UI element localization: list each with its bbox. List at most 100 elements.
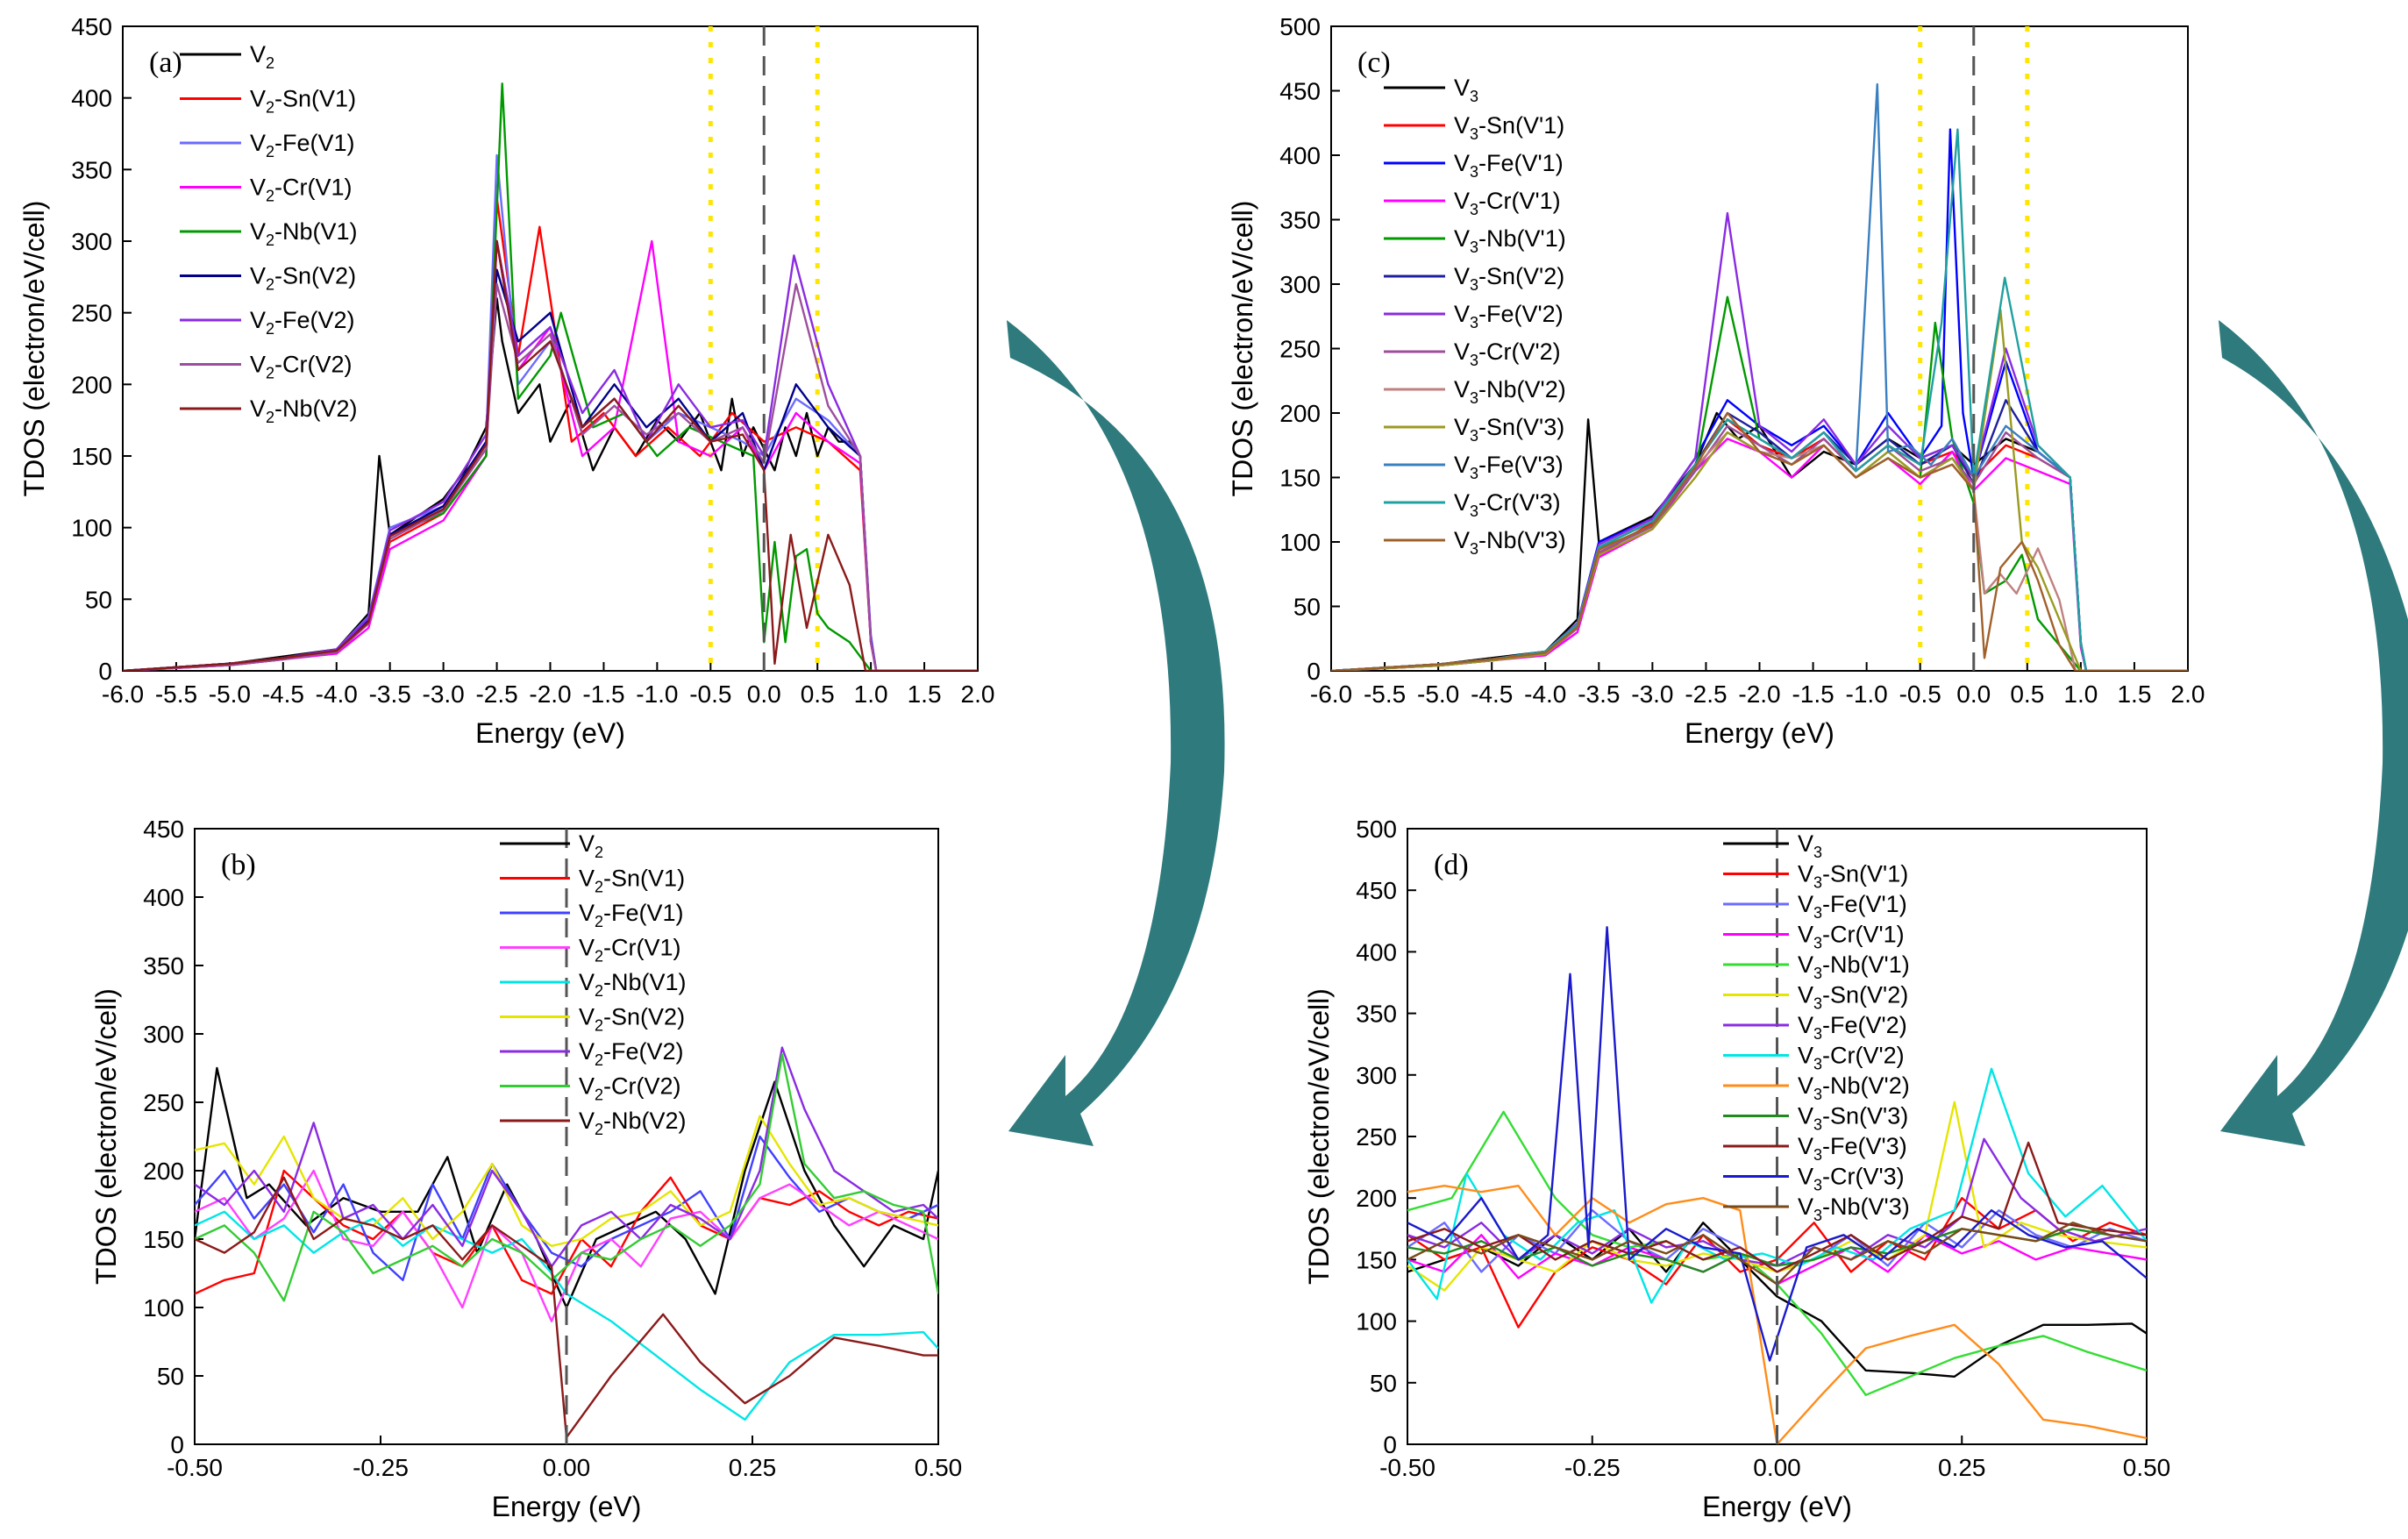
legend-label-suffix: -Sn(V'1) <box>1822 861 1908 887</box>
legend-label-base: V <box>579 935 595 961</box>
y-tick-label: 100 <box>143 1294 184 1322</box>
x-tick-label: -3.0 <box>423 680 465 708</box>
legend-item: V2 <box>500 830 603 861</box>
arrow-a-to-b <box>1007 320 1225 1146</box>
x-tick-label: -6.0 <box>102 680 144 708</box>
y-tick-label: 100 <box>1279 529 1321 556</box>
x-tick-label: -3.5 <box>1578 680 1620 708</box>
legend-item: V3-Nb(V'1) <box>1384 225 1566 256</box>
legend-label-subscript: 3 <box>1813 1116 1822 1134</box>
x-tick-label: 2.0 <box>961 680 995 708</box>
legend-item: V3-Cr(V'2) <box>1384 338 1561 369</box>
x-tick-label: -3.5 <box>369 680 411 708</box>
legend-label-suffix: -Fe(V'3) <box>1478 452 1564 478</box>
legend-item: V2-Fe(V2) <box>180 307 355 338</box>
legend-label: V3-Fe(V'1) <box>1454 150 1564 181</box>
y-tick-label: 450 <box>1356 877 1397 904</box>
legend-label-subscript: 3 <box>1813 874 1822 892</box>
legend-item: V2-Sn(V2) <box>500 1004 685 1035</box>
legend-label: V2-Nb(V2) <box>250 395 358 426</box>
legend-label-base: V <box>250 175 266 201</box>
series-line <box>1331 411 2188 671</box>
legend-label-base: V <box>579 1073 595 1100</box>
x-tick-label: -0.25 <box>1564 1454 1621 1481</box>
legend: V3V3-Sn(V'1)V3-Fe(V'1)V3-Cr(V'1)V3-Nb(V'… <box>1384 75 1566 558</box>
legend-label: V3-Nb(V'1) <box>1798 951 1910 982</box>
x-tick-label: -2.5 <box>1685 680 1727 708</box>
y-tick-label: 100 <box>1356 1308 1397 1336</box>
legend-label-subscript: 3 <box>1813 935 1822 952</box>
legend-item: V3-Fe(V'1) <box>1723 891 1907 922</box>
legend-item: V3-Cr(V'3) <box>1723 1164 1905 1194</box>
legend-label: V2-Nb(V1) <box>579 969 687 1000</box>
legend-item: V3-Sn(V'3) <box>1384 414 1564 445</box>
legend-item: V3 <box>1723 830 1822 861</box>
legend-label-suffix: -Fe(V'1) <box>1822 891 1907 917</box>
legend-label-subscript: 3 <box>1470 540 1478 558</box>
x-tick-label: -4.5 <box>1471 680 1513 708</box>
x-tick-label: -4.0 <box>316 680 358 708</box>
legend-label: V3-Sn(V'3) <box>1798 1103 1908 1134</box>
legend-label-subscript: 3 <box>1813 995 1822 1013</box>
y-tick-label: 450 <box>143 816 184 843</box>
legend-label-suffix: -Sn(V'3) <box>1822 1103 1908 1129</box>
panel-label: (b) <box>221 849 256 881</box>
y-tick-label: 400 <box>1356 938 1397 965</box>
x-tick-label: -1.0 <box>1846 680 1888 708</box>
legend-label: V2-Sn(V2) <box>579 1004 685 1035</box>
series-line <box>1407 1110 2147 1397</box>
legend-label-suffix: -Nb(V'3) <box>1478 527 1566 553</box>
legend-label-suffix: -Cr(V'1) <box>1478 188 1561 214</box>
legend-label-base: V <box>250 218 266 245</box>
legend-label-subscript: 2 <box>266 320 274 338</box>
y-tick-label: 400 <box>143 884 184 911</box>
legend-label: V2-Sn(V1) <box>579 866 685 896</box>
legend-label-suffix: -Nb(V'2) <box>1478 376 1566 403</box>
y-tick-label: 250 <box>1279 336 1321 363</box>
legend-label: V3-Sn(V'1) <box>1798 861 1908 892</box>
legend-label: V3-Sn(V'1) <box>1454 112 1564 143</box>
legend-label: V2-Sn(V2) <box>250 263 356 294</box>
legend-item: V3-Nb(V'2) <box>1384 376 1566 407</box>
legend-label-subscript: 2 <box>595 1051 603 1069</box>
y-tick-label: 0 <box>170 1431 184 1458</box>
legend-label-base: V <box>1798 922 1813 948</box>
legend-label-base: V <box>250 263 266 289</box>
legend-label: V3-Cr(V'1) <box>1454 188 1561 218</box>
x-tick-label: -3.0 <box>1631 680 1673 708</box>
legend-label-subscript: 3 <box>1470 502 1478 520</box>
legend-label-base: V <box>1454 225 1470 252</box>
legend-item: V2-Cr(V2) <box>180 352 353 382</box>
legend-item: V2-Nb(V1) <box>500 969 687 1000</box>
legend-label-base: V <box>1798 830 1813 857</box>
x-tick-label: -5.0 <box>1417 680 1459 708</box>
legend-label-suffix: -Fe(V2) <box>274 307 355 333</box>
legend-item: V2-Nb(V1) <box>180 218 358 249</box>
legend-label-suffix: -Fe(V'3) <box>1822 1133 1907 1159</box>
legend-label-base: V <box>1798 861 1813 887</box>
legend-label-subscript: 2 <box>595 1017 603 1035</box>
legend-label-base: V <box>579 1004 595 1030</box>
legend-label-suffix: -Fe(V2) <box>603 1038 684 1065</box>
legend-item: V2-Sn(V2) <box>180 263 356 294</box>
legend-item: V3-Cr(V'3) <box>1384 489 1561 520</box>
y-axis-title: TDOS (electron/eV/cell) <box>90 988 122 1285</box>
arrow-c-to-d <box>2219 320 2408 1146</box>
x-tick-label: 0.5 <box>801 680 835 708</box>
legend-label-subscript: 3 <box>1813 1146 1822 1164</box>
legend-label: V2-Cr(V1) <box>579 935 681 965</box>
x-tick-label: -6.0 <box>1310 680 1352 708</box>
legend-item: V3-Nb(V'2) <box>1723 1072 1910 1103</box>
legend-label-base: V <box>1798 1043 1813 1069</box>
x-axis-title: Energy (eV) <box>1685 717 1834 749</box>
legend-label-base: V <box>250 130 266 156</box>
legend-item: V3-Sn(V'2) <box>1723 982 1908 1013</box>
legend-item: V3-Cr(V'2) <box>1723 1043 1905 1073</box>
series-line <box>195 1046 938 1268</box>
legend-label: V3 <box>1454 75 1478 105</box>
y-tick-label: 250 <box>71 300 112 327</box>
legend-label-base: V <box>579 830 595 857</box>
y-tick-label: 200 <box>143 1158 184 1185</box>
series-group <box>123 82 978 671</box>
